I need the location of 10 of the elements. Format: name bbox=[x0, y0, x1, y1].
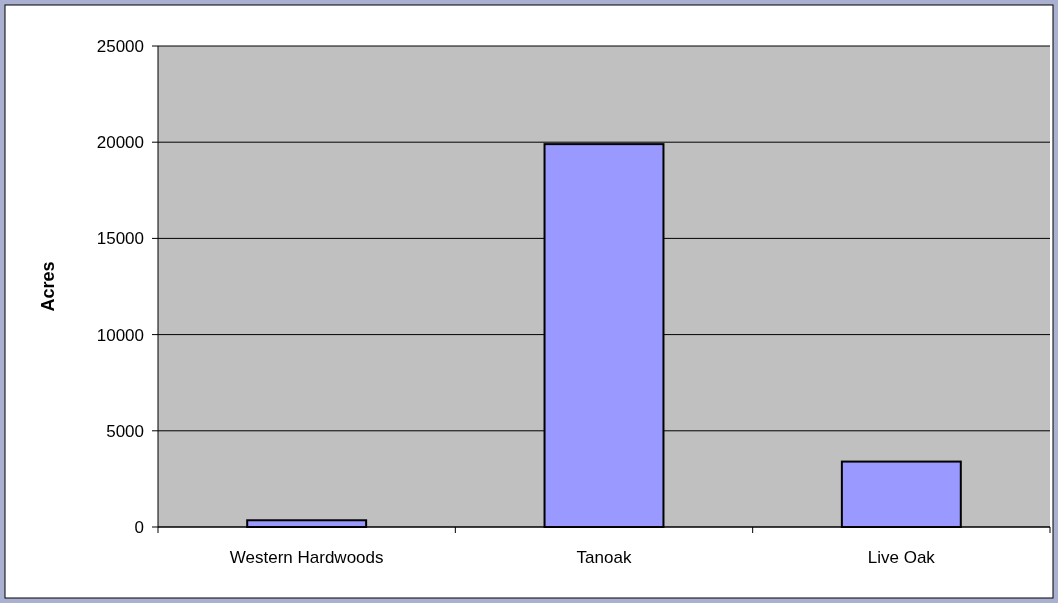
y-tick-label: 20000 bbox=[96, 133, 144, 153]
y-tick-label: 5000 bbox=[106, 421, 144, 441]
y-tick-label: 15000 bbox=[96, 229, 144, 249]
x-tick-label: Live Oak bbox=[867, 548, 936, 567]
x-tick-label: Western Hardwoods bbox=[229, 548, 384, 567]
y-tick-label: 0 bbox=[134, 517, 144, 537]
y-axis-title: Acres bbox=[38, 261, 58, 312]
x-tick-label: Tanoak bbox=[576, 548, 632, 567]
y-tick-label: 10000 bbox=[96, 325, 144, 345]
y-tick-label: 25000 bbox=[96, 36, 144, 56]
